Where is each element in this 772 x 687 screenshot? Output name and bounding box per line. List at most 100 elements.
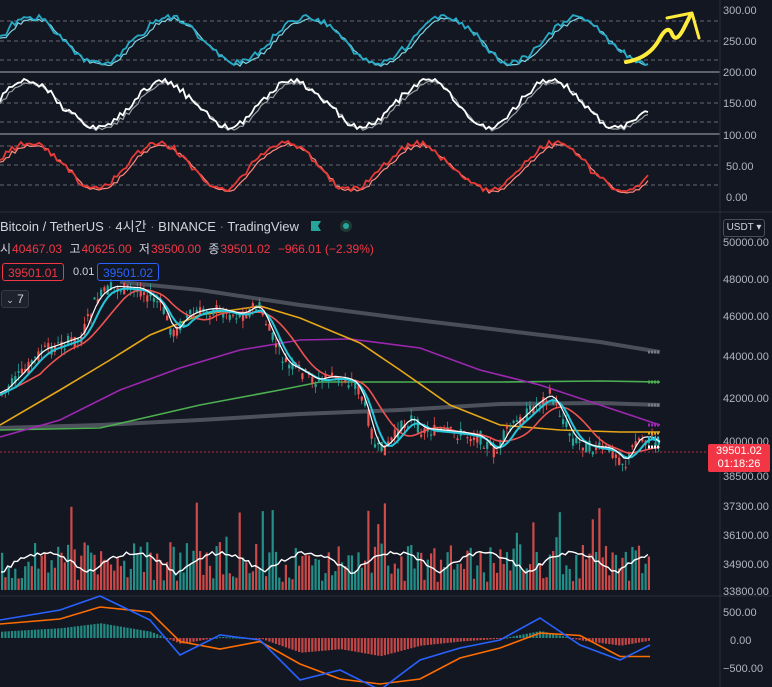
candle-body (156, 301, 159, 303)
macd-histogram-bar (60, 628, 63, 638)
symbol-header[interactable]: Bitcoin / TetherUS · 4시간 · BINANCE · Tra… (0, 216, 720, 240)
scale-label: 200.00 (723, 67, 757, 79)
volume-bar (113, 570, 116, 590)
stoch-rsi-pane-1[interactable] (0, 13, 649, 68)
symbol-name[interactable]: Bitcoin / TetherUS (0, 219, 104, 234)
macd-histogram-bar (116, 626, 119, 638)
volume-bar (581, 545, 584, 590)
currency-select[interactable]: USDT ▾ (723, 219, 765, 237)
candle-body (321, 379, 324, 382)
macd-histogram-bar (601, 638, 604, 644)
sell-price-button[interactable]: 39501.01 (2, 263, 65, 281)
candle-body (591, 451, 594, 455)
macd-histogram-bar (192, 638, 195, 642)
indicators-toggle-button[interactable]: ⌄ 7 (1, 290, 29, 308)
candle-body (476, 435, 479, 443)
ma-end-dot (654, 436, 656, 440)
candle-body (595, 445, 598, 451)
macd-pane[interactable] (0, 595, 651, 687)
macd-histogram-bar (109, 624, 113, 638)
macd-histogram-bar (476, 638, 479, 641)
ma-100-line (0, 380, 661, 431)
ma-end-dot (657, 423, 659, 427)
macd-histogram-bar (40, 629, 43, 638)
candle-body (281, 361, 284, 363)
high-label: 고 (69, 242, 81, 256)
low-value: 39500.00 (150, 242, 202, 256)
macd-histogram-bar (522, 634, 525, 638)
macd-histogram-bar (73, 626, 76, 638)
candle-body (628, 453, 631, 458)
ma-30-line (0, 305, 660, 433)
macd-histogram-bar (571, 638, 575, 639)
macd-histogram-bar (350, 638, 353, 652)
macd-histogram-bar (47, 628, 50, 638)
volume-pane[interactable] (0, 502, 650, 590)
close-label: 종 (208, 242, 220, 256)
candle-body (40, 350, 43, 354)
interval-label[interactable]: 4시간 (115, 219, 147, 234)
yellow-arrow-annotation (624, 11, 701, 64)
candle-body (67, 335, 70, 344)
exchange-label: BINANCE (158, 219, 216, 234)
macd-histogram-bar (317, 638, 320, 652)
volume-bar (529, 564, 532, 590)
candle-body (7, 386, 10, 389)
volume-bar (218, 542, 221, 590)
fast-moving-averages[interactable] (0, 285, 661, 460)
ma-end-dot (648, 423, 650, 427)
macd-histogram-bar (595, 638, 598, 643)
macd-histogram-bar (578, 638, 581, 641)
currency-label: USDT (726, 222, 754, 233)
macd-histogram-bar (208, 638, 212, 639)
volume-bar (456, 564, 459, 590)
volume-bar (24, 566, 27, 590)
candle-body (568, 433, 571, 436)
macd-histogram-bar (294, 638, 297, 651)
macd-histogram-bar (496, 638, 499, 639)
volume-bar (436, 581, 439, 590)
ma-end-dot (657, 445, 659, 449)
ma-5-line (0, 285, 661, 460)
volume-bar (40, 555, 43, 590)
volume-bar (76, 579, 80, 590)
volume-bar (251, 571, 254, 590)
macd-histogram-bar (403, 638, 406, 651)
macd-histogram-bar (565, 636, 568, 638)
volume-bar (96, 574, 99, 590)
candle-body (588, 440, 591, 452)
candle-body (245, 312, 248, 319)
volume-bar (228, 573, 231, 590)
moving-averages[interactable] (0, 280, 661, 438)
stoch-rsi-pane-3[interactable] (0, 139, 649, 194)
macd-histogram-bar (67, 627, 70, 638)
candle-body (634, 441, 637, 447)
stoch-rsi-pane-2[interactable] (0, 77, 649, 132)
macd-histogram-bar (265, 638, 268, 641)
candle-body (208, 316, 212, 318)
volume-bar (261, 511, 264, 590)
macd-histogram-bar (327, 638, 330, 651)
volume-bar (364, 560, 367, 590)
flag-icon[interactable] (310, 220, 324, 235)
candle-body (228, 314, 231, 320)
open-label: 시 (0, 242, 12, 256)
ma-7-line (0, 287, 661, 459)
price-scale[interactable]: 300.00 250.00 200.00 150.00 100.00 50.00… (723, 5, 769, 675)
buy-price-button[interactable]: 39501.02 (97, 263, 160, 281)
macd-histogram-bar (189, 638, 192, 643)
candle-body (119, 290, 122, 292)
source-label: TradingView (227, 219, 299, 234)
macd-histogram-bar (291, 638, 294, 650)
volume-bar (403, 580, 406, 590)
market-status-icon[interactable] (340, 220, 353, 232)
scale-label: 100.00 (723, 130, 757, 142)
volume-bar (126, 577, 129, 590)
macd-histogram-bar (185, 638, 188, 643)
volume-bar (195, 502, 198, 590)
candle-body (393, 429, 396, 438)
candle-body (34, 356, 37, 358)
volume-bar (116, 557, 119, 590)
candle-body (400, 420, 403, 431)
